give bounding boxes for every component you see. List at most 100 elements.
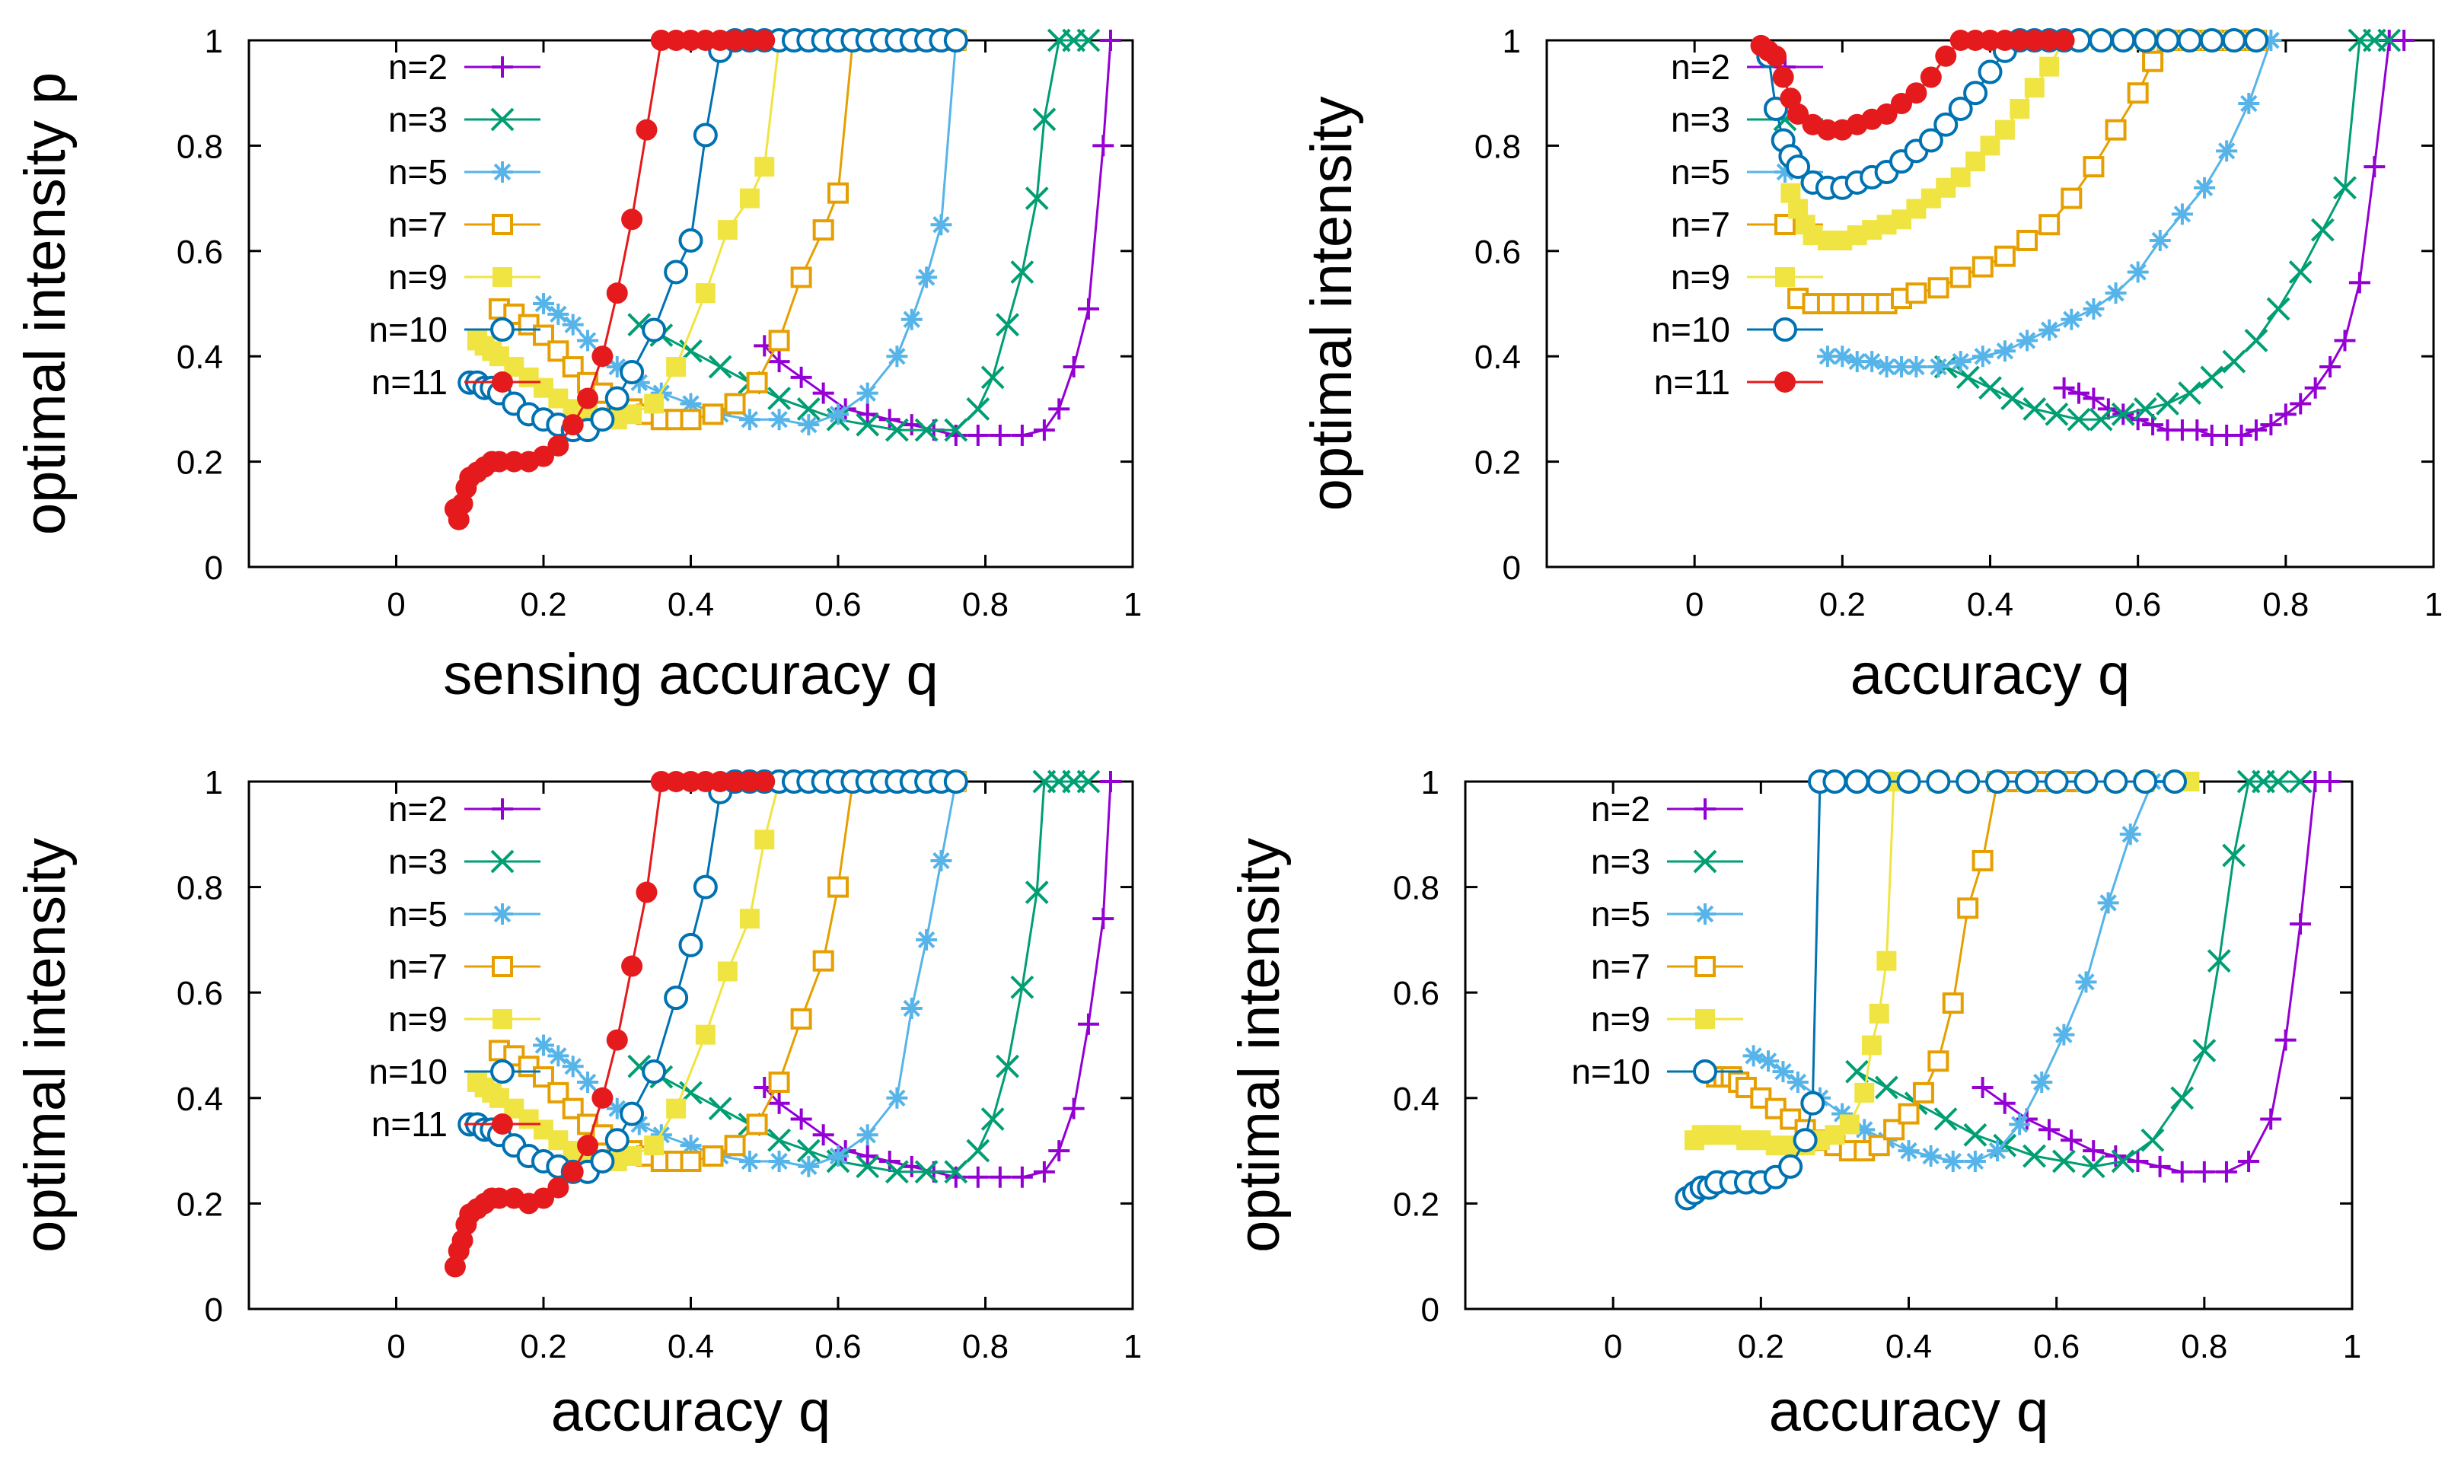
data-point <box>900 997 923 1019</box>
legend-label: n=3 <box>1591 842 1650 881</box>
legend-label: n=5 <box>388 152 448 192</box>
series-line <box>1981 780 2330 1174</box>
data-point <box>702 1145 724 1167</box>
data-point <box>989 425 1011 446</box>
series-line <box>639 39 1089 432</box>
data-point <box>754 30 776 51</box>
plot-frame <box>247 39 1134 568</box>
data-point <box>916 928 938 951</box>
data-point <box>1816 119 1838 141</box>
data-point <box>1772 66 1794 88</box>
data-point <box>533 1187 554 1209</box>
y-tick-label: 0 <box>1503 549 1521 587</box>
legend-label: n=10 <box>368 310 448 349</box>
data-point <box>644 1135 665 1156</box>
legend-label: n=3 <box>1671 100 1730 139</box>
data-point <box>1949 266 1972 288</box>
y-tick-label: 1 <box>205 764 223 801</box>
data-point <box>533 1034 554 1056</box>
series-n=2 <box>754 771 1121 1188</box>
data-point <box>1948 96 1973 121</box>
data-point <box>2266 297 2290 321</box>
data-point <box>604 386 630 411</box>
data-point <box>1956 769 1981 794</box>
data-point <box>2039 56 2060 77</box>
data-point <box>628 371 650 393</box>
data-point <box>620 1101 645 1126</box>
data-point <box>856 382 878 404</box>
y-tick-label: 0.4 <box>1393 1081 1439 1118</box>
data-point <box>2149 229 2171 251</box>
data-point <box>878 409 900 431</box>
series-n=2 <box>754 30 1121 446</box>
data-point <box>967 425 989 446</box>
data-point <box>1949 351 1972 373</box>
data-point <box>2081 1154 2105 1179</box>
series-n=9 <box>1780 30 2266 250</box>
data-point <box>547 1177 569 1199</box>
data-point <box>944 1160 968 1184</box>
data-point <box>562 314 584 336</box>
data-point <box>790 366 812 388</box>
data-point <box>2222 843 2246 868</box>
data-point <box>2199 28 2224 53</box>
data-point <box>1942 992 1964 1014</box>
data-point <box>2045 402 2069 426</box>
series-n=11 <box>1750 30 2075 141</box>
data-point <box>2149 1155 2171 1177</box>
data-point <box>1979 30 2001 51</box>
data-point <box>1876 356 1898 378</box>
x-tick-label: 0.4 <box>668 1328 714 1365</box>
data-point <box>1011 425 1033 446</box>
data-point <box>1854 1082 1875 1103</box>
legend-marker <box>492 798 513 820</box>
data-point <box>754 157 775 177</box>
data-point <box>2207 949 2231 973</box>
data-point <box>2105 119 2127 141</box>
data-point <box>2260 414 2282 436</box>
data-point <box>1987 1140 2008 1162</box>
legend-marker <box>1693 849 1717 874</box>
y-tick-label: 0.4 <box>1474 339 1521 376</box>
data-point <box>1905 282 1927 304</box>
legend-label: n=7 <box>1671 205 1730 244</box>
data-point <box>2216 140 2238 162</box>
legend-marker <box>490 849 515 874</box>
data-point <box>488 451 510 473</box>
data-point <box>1787 1072 1809 1094</box>
y-tick-label: 0.6 <box>177 975 223 1012</box>
x-tick-label: 0.4 <box>1967 586 2013 623</box>
series-n=11 <box>444 30 776 530</box>
data-point <box>827 876 849 898</box>
data-point <box>2111 402 2135 426</box>
data-point <box>1898 1103 1920 1125</box>
x-tick-label: 0.6 <box>814 586 861 623</box>
data-point <box>1861 351 1883 373</box>
data-point <box>1025 881 1049 904</box>
y-tick-label: 0.8 <box>1393 870 1439 907</box>
data-point <box>914 1160 939 1184</box>
x-tick-label: 0.2 <box>520 1328 566 1365</box>
x-tick-label: 0.4 <box>1885 1328 1932 1365</box>
data-point <box>885 418 909 442</box>
data-point <box>503 451 525 473</box>
data-point <box>717 220 738 240</box>
data-point <box>650 30 672 51</box>
data-point <box>694 771 716 792</box>
data-point <box>2024 78 2045 98</box>
data-point <box>533 293 554 314</box>
data-point <box>678 228 703 253</box>
data-point <box>2377 28 2402 53</box>
data-point <box>708 355 732 379</box>
data-point <box>606 282 628 304</box>
legend-label: n=3 <box>388 100 448 139</box>
data-point <box>1010 975 1034 999</box>
data-point <box>768 1092 790 1114</box>
data-point <box>1845 1059 1869 1084</box>
series-n=5 <box>1816 30 2282 378</box>
data-point <box>1025 186 1049 211</box>
data-point <box>1994 340 2016 362</box>
chart-panel-4: 0 0.2 0.4 0.6 0.8 1 0 0.2 0.4 0.6 0.8 1 accuracy q op… <box>1227 764 2361 1444</box>
data-point <box>1846 351 1868 373</box>
data-point <box>2140 1128 2165 1152</box>
